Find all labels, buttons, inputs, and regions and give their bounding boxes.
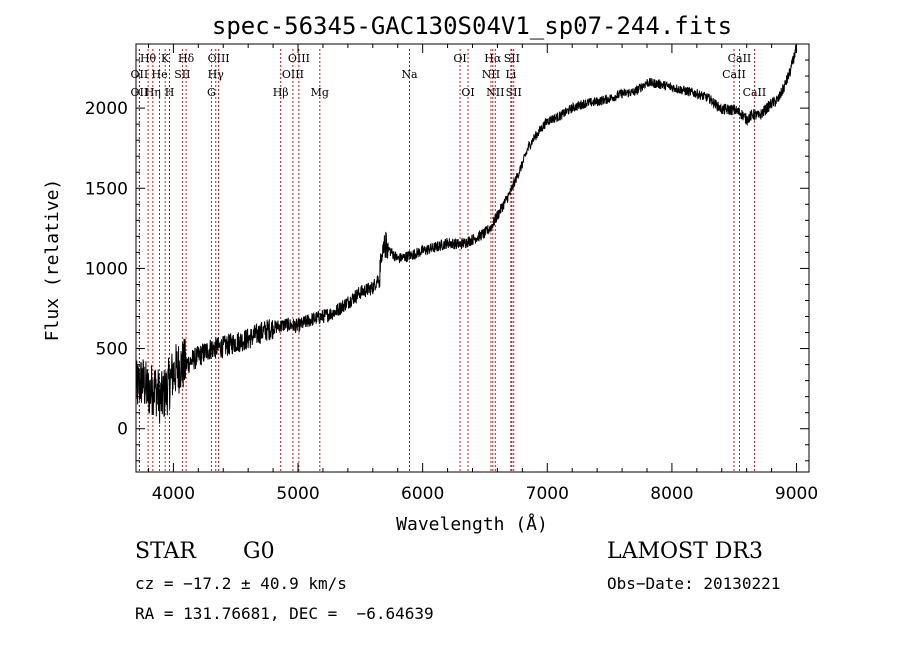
redshift-velocity: cz = −17.2 ± 40.9 km/s (135, 574, 347, 593)
spectral-line-label: OI (461, 86, 474, 99)
spectral-line-label: Mg (311, 86, 329, 99)
spectral-line-label: NII (486, 86, 504, 99)
object-type: STAR (135, 539, 196, 564)
y-tick-label: 0 (117, 420, 128, 440)
spectral-line-label: Hα (484, 52, 502, 65)
spectrum-series (135, 43, 797, 424)
spectral-line-label: Hγ (208, 68, 225, 81)
spectral-line-label: K (161, 52, 170, 65)
y-tick-label: 1000 (85, 259, 128, 279)
x-tick-label: 5000 (276, 484, 319, 504)
spectral-line-label: SII (506, 86, 522, 99)
y-tick-label: 1500 (85, 179, 128, 199)
object-subclass: G0 (243, 539, 275, 564)
y-axis-label: Flux (relative) (42, 179, 63, 342)
survey-name: LAMOST DR3 (607, 539, 763, 564)
spectral-line-label: SII (504, 52, 520, 65)
spectral-line-label: OIII (282, 68, 304, 81)
chart-title: spec-56345-GAC130S04V1_sp07-244.fits (212, 12, 732, 40)
spectral-line-label: G (207, 86, 216, 99)
plot-frame (135, 43, 810, 473)
spectral-line-label: Na (401, 68, 418, 81)
spectral-line-label: H (165, 86, 175, 99)
x-tick-label: 8000 (650, 484, 693, 504)
spectral-line-label: Hβ (273, 86, 289, 99)
observation-date: Obs−Date: 20130221 (607, 574, 781, 593)
spectral-line-label: Hδ (178, 52, 195, 65)
x-axis-label: Wavelength (Å) (396, 513, 548, 535)
x-tick-label: 6000 (401, 484, 444, 504)
y-tick-label: 2000 (85, 99, 128, 119)
spectral-line-label: He (152, 68, 168, 81)
spectral-line-label: CaII (743, 86, 767, 99)
spectral-line-label: CaII (728, 52, 752, 65)
spectral-line-label: NII (482, 68, 500, 81)
spectral-line-label: OIII (288, 52, 310, 65)
x-tick-label: 7000 (526, 484, 569, 504)
y-tick-label: 500 (96, 340, 128, 360)
spectral-line-label: Hθ (140, 52, 157, 65)
spectral-line-label: Li (505, 68, 516, 81)
x-tick-label: 4000 (152, 484, 195, 504)
spectral-line-label: OI (453, 52, 466, 65)
spectral-line-label: CaII (722, 68, 746, 81)
spectral-line-label: SII (174, 68, 190, 81)
axis-ticks: 4000 5000 6000 7000 8000 9000 0 500 1000 1500 2000 (85, 44, 818, 504)
spectral-line-label: OIII (208, 52, 230, 65)
spectral-line-label: Hη (145, 86, 161, 99)
coordinates: RA = 131.76681, DEC = −6.64639 (135, 604, 434, 623)
x-tick-label: 9000 (775, 484, 818, 504)
